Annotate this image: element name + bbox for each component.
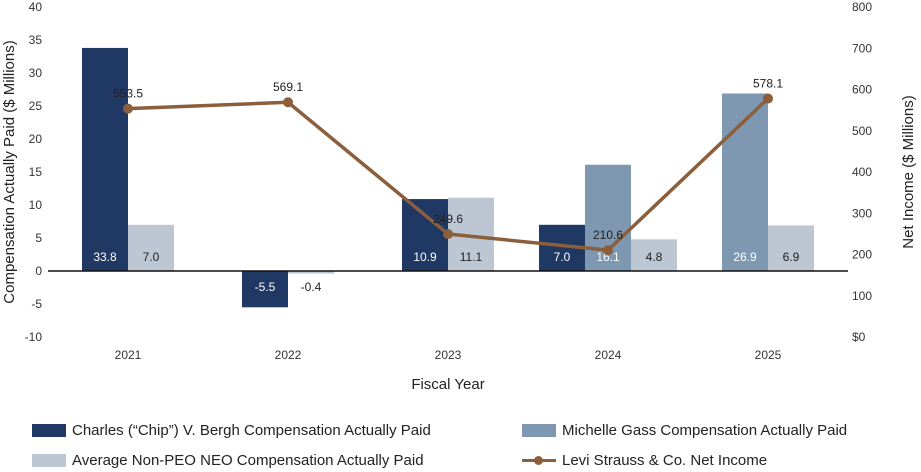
net-income-label: 553.5	[113, 87, 143, 101]
left-tick-label: -10	[25, 330, 43, 344]
right-tick-label: 200	[852, 248, 872, 262]
left-tick-label: 40	[29, 0, 43, 14]
legend-item-neo: Average Non-PEO NEO Compensation Actuall…	[32, 452, 424, 469]
bar-2022	[288, 271, 334, 274]
bar-series: 33.8 7.0 -5.5 -0.4 10.9 11.1 7.0 16.1 4.8 26.9 6.9	[82, 47, 814, 308]
bar-value-label: -0.4	[301, 280, 322, 294]
legend-item-net-income: Levi Strauss & Co. Net Income	[522, 452, 767, 469]
bar-value-label: 11.1	[460, 250, 483, 264]
left-tick-label: 10	[29, 198, 43, 212]
left-axis-title: Compensation Actually Paid ($ Millions)	[1, 40, 18, 303]
legend-swatch-bergh	[32, 424, 66, 437]
net-income-point	[603, 245, 613, 256]
bar-value-label: 26.9	[733, 250, 757, 264]
net-income-point	[763, 93, 773, 104]
left-tick-label: 25	[29, 99, 43, 113]
right-tick-label: 100	[852, 289, 872, 303]
net-income-label: 569.1	[273, 80, 303, 94]
left-tick-label: -5	[31, 297, 42, 311]
right-axis-ticks: $0 100 200 300 400 500 600 700 800	[852, 0, 872, 344]
category-labels: 2021 2022 2023 2024 2025	[115, 348, 782, 362]
legend-label-net-income: Levi Strauss & Co. Net Income	[562, 452, 768, 469]
bar-value-label: -5.5	[255, 280, 276, 294]
left-tick-label: 35	[29, 33, 43, 47]
net-income-line: 553.5 569.1 249.6 210.6 578.1	[113, 77, 783, 256]
right-axis-title: Net Income ($ Millions)	[900, 95, 917, 248]
net-income-point	[443, 229, 453, 240]
bar-2023	[402, 199, 448, 271]
right-tick-label: 500	[852, 124, 872, 138]
right-tick-label: 400	[852, 165, 872, 179]
left-tick-label: 5	[35, 231, 42, 245]
bar-value-label: 7.0	[554, 250, 571, 264]
bar-2025	[722, 93, 768, 272]
legend-swatch-neo	[32, 454, 66, 467]
right-tick-label: 600	[852, 83, 872, 97]
right-tick-label: 700	[852, 41, 872, 55]
category-label: 2021	[115, 348, 142, 362]
net-income-label: 249.6	[433, 212, 463, 226]
legend-label-neo: Average Non-PEO NEO Compensation Actuall…	[72, 452, 424, 469]
left-tick-label: 20	[29, 132, 43, 146]
category-label: 2024	[595, 348, 622, 362]
net-income-label: 210.6	[593, 228, 623, 242]
left-tick-label: 15	[29, 165, 43, 179]
bar-value-label: 6.9	[783, 250, 800, 264]
net-income-point	[123, 103, 133, 114]
bar-value-label: 4.8	[646, 250, 663, 264]
legend-item-gass: Michelle Gass Compensation Actually Paid	[522, 422, 847, 439]
bar-2021	[82, 47, 128, 271]
legend-label-bergh: Charles (“Chip”) V. Bergh Compensation A…	[72, 422, 431, 439]
net-income-point	[283, 97, 293, 108]
bar-2025	[768, 225, 814, 271]
category-label: 2023	[435, 348, 462, 362]
right-tick-label: $0	[852, 330, 866, 344]
right-tick-label: 300	[852, 206, 872, 220]
bar-value-label: 33.8	[93, 250, 117, 264]
right-tick-label: 800	[852, 0, 872, 14]
bar-2024	[631, 239, 677, 271]
category-label: 2025	[755, 348, 782, 362]
bar-2021	[128, 224, 174, 271]
legend-swatch-gass	[522, 424, 556, 437]
bar-value-label: 10.9	[413, 250, 437, 264]
legend-label-gass: Michelle Gass Compensation Actually Paid	[562, 422, 848, 439]
bar-value-label: 16.1	[596, 250, 620, 264]
left-tick-label: 30	[29, 66, 43, 80]
legend: Charles (“Chip”) V. Bergh Compensation A…	[0, 416, 921, 472]
bar-value-label: 7.0	[143, 250, 160, 264]
net-income-label: 578.1	[753, 77, 783, 91]
left-tick-label: 0	[35, 264, 42, 278]
bar-2022	[242, 271, 288, 308]
left-axis-ticks: -10 -5 0 5 10 15 20 25 30 35 40	[25, 0, 43, 344]
category-label: 2022	[275, 348, 302, 362]
x-axis-title: Fiscal Year	[411, 376, 484, 393]
legend-swatch-net-income	[522, 454, 556, 467]
legend-item-bergh: Charles (“Chip”) V. Bergh Compensation A…	[32, 422, 431, 439]
